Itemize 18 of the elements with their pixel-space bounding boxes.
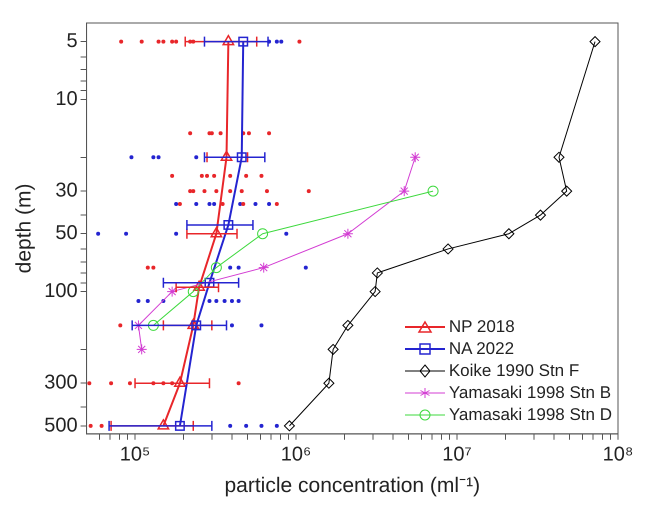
x-tick-label: 10⁶ (280, 443, 312, 466)
y-tick-label: 50 (55, 222, 78, 244)
legend-label: Koike 1990 Stn F (448, 360, 580, 382)
y-tick-label: 300 (44, 372, 78, 394)
legend-label: NA 2022 (448, 338, 514, 360)
legend-label: Yamasaki 1998 Stn D (448, 404, 612, 426)
legend-label: NP 2018 (448, 316, 515, 338)
y-tick-label: 100 (44, 280, 78, 302)
y-tick-label: 10 (55, 88, 78, 110)
x-tick-label: 10⁷ (442, 443, 472, 466)
y-tick-label: 30 (55, 180, 78, 202)
y-tick-label: 500 (44, 414, 78, 436)
legend-label: Yamasaki 1998 Stn B (448, 382, 612, 404)
x-axis-title: particle concentration (ml⁻¹) (224, 474, 480, 498)
y-tick-label: 5 (66, 30, 78, 52)
x-tick-label: 10⁸ (602, 443, 634, 466)
x-tick-label: 10⁵ (120, 443, 150, 466)
y-axis-title: depth (m) (12, 183, 36, 274)
